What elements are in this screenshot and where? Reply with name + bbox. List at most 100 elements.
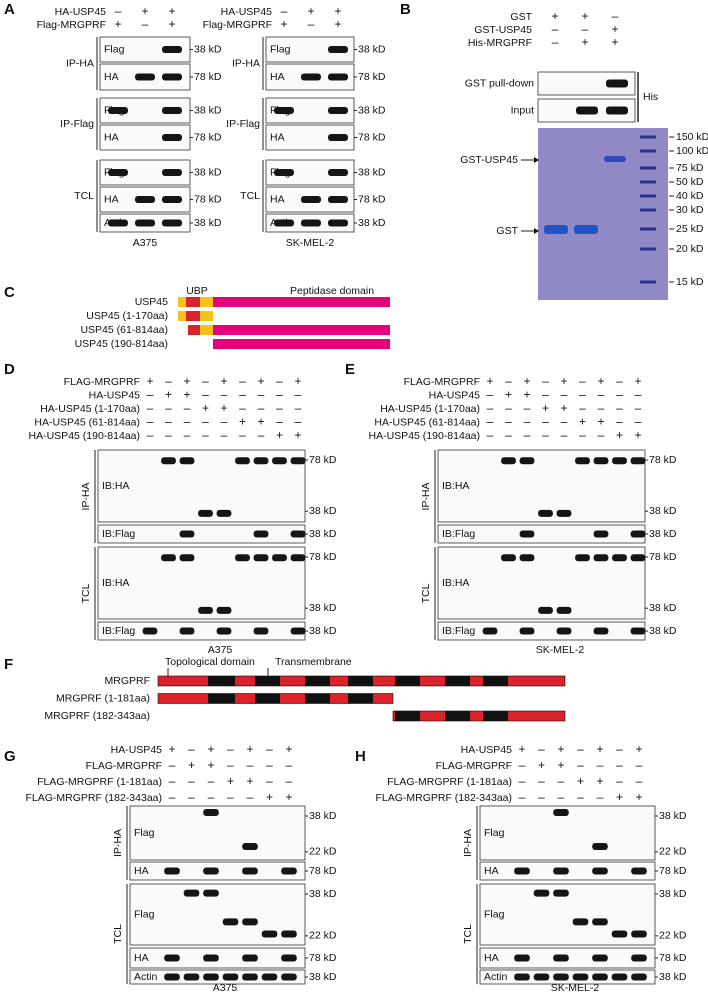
condition-sign: – — [579, 388, 586, 402]
condition-sign: – — [208, 774, 215, 788]
band — [179, 554, 195, 562]
size-marker: 38 kD — [358, 217, 386, 229]
band — [301, 196, 321, 203]
condition-sign: – — [184, 401, 191, 415]
band — [164, 973, 180, 981]
condition-sign: – — [598, 428, 605, 442]
size-marker: 78 kD — [659, 952, 687, 964]
condition-sign: + — [560, 401, 567, 415]
probe-label: HA — [270, 193, 285, 205]
condition-sign: + — [597, 374, 604, 388]
ladder-label: 40 kD — [676, 190, 704, 202]
condition-sign: + — [285, 742, 292, 756]
condition-sign: – — [276, 374, 283, 388]
condition-sign: – — [202, 388, 209, 402]
band — [572, 918, 589, 926]
condition-sign: + — [486, 374, 493, 388]
condition-sign: – — [165, 374, 172, 388]
condition-sign: – — [542, 388, 549, 402]
condition-sign: – — [188, 790, 195, 804]
band — [301, 73, 321, 81]
band — [593, 457, 609, 465]
band — [538, 606, 553, 614]
condition-sign: – — [542, 374, 549, 388]
condition-sign: – — [247, 790, 254, 804]
condition-sign: + — [294, 374, 301, 388]
condition-sign: – — [635, 401, 642, 415]
domain-segment — [348, 693, 373, 704]
condition-sign: + — [542, 401, 549, 415]
condition-sign: – — [616, 742, 623, 756]
condition-sign: + — [557, 758, 564, 772]
band — [592, 954, 608, 962]
band — [242, 918, 258, 926]
condition-sign: – — [276, 388, 283, 402]
band — [216, 509, 232, 517]
probe-label: Flag — [484, 827, 505, 839]
band — [203, 867, 219, 875]
ladder-label: 100 kD — [676, 145, 708, 157]
condition-sign: + — [202, 401, 209, 415]
condition-sign: + — [334, 17, 341, 31]
condition-name: FLAG-MRGPRF (182-343aa) — [25, 792, 162, 804]
band — [198, 606, 213, 614]
size-marker: 38 kD — [659, 888, 687, 900]
condition-name: FLAG-MRGPRF — [404, 376, 480, 388]
condition-sign: + — [114, 17, 121, 31]
ladder-label: 25 kD — [676, 223, 704, 235]
group-label: IP-HA — [66, 57, 94, 69]
condition-sign: + — [635, 742, 642, 756]
condition-sign: + — [285, 790, 292, 804]
condition-sign: + — [227, 774, 234, 788]
condition-sign: + — [579, 415, 586, 429]
size-marker: 38 kD — [309, 528, 337, 540]
group-label: IP-HA — [80, 482, 92, 510]
condition-sign: – — [616, 415, 623, 429]
band — [162, 46, 182, 53]
probe-label: IB:HA — [102, 577, 129, 589]
probe-label: IB:HA — [102, 480, 129, 492]
condition-sign: – — [295, 388, 302, 402]
band — [290, 627, 306, 635]
condition-sign: – — [505, 428, 512, 442]
size-marker: 78 kD — [309, 551, 337, 563]
ladder-band — [640, 180, 656, 184]
construct-label: MRGPRF — [105, 675, 151, 687]
band — [553, 867, 569, 875]
size-marker: 78 kD — [194, 193, 222, 205]
band — [553, 973, 569, 981]
band — [274, 169, 294, 176]
band — [611, 930, 628, 938]
ladder-label: 20 kD — [676, 243, 704, 255]
domain-segment — [395, 676, 420, 686]
probe-label: Flag — [104, 43, 125, 55]
condition-sign: – — [616, 758, 623, 772]
condition-sign: – — [258, 388, 265, 402]
condition-sign: – — [165, 401, 172, 415]
panel-label: D — [4, 361, 15, 378]
band — [482, 627, 498, 635]
band — [290, 554, 306, 562]
band — [281, 867, 297, 875]
band — [179, 627, 195, 635]
domain-segment — [213, 325, 390, 335]
condition-name: HA-USP45 — [89, 389, 141, 401]
band — [630, 530, 646, 538]
size-marker: 22 kD — [659, 930, 687, 942]
band — [593, 554, 609, 562]
band — [553, 954, 569, 962]
band — [604, 156, 626, 162]
condition-sign: – — [579, 401, 586, 415]
band — [203, 973, 219, 981]
condition-sign: – — [524, 401, 531, 415]
condition-sign: – — [169, 758, 176, 772]
condition-sign: + — [634, 374, 641, 388]
condition-sign: – — [505, 374, 512, 388]
band — [242, 867, 258, 875]
condition-sign: – — [505, 401, 512, 415]
band — [272, 457, 287, 465]
condition-sign: – — [561, 428, 568, 442]
size-marker: 38 kD — [309, 505, 337, 517]
condition-sign: – — [577, 758, 584, 772]
condition-sign: + — [220, 401, 227, 415]
